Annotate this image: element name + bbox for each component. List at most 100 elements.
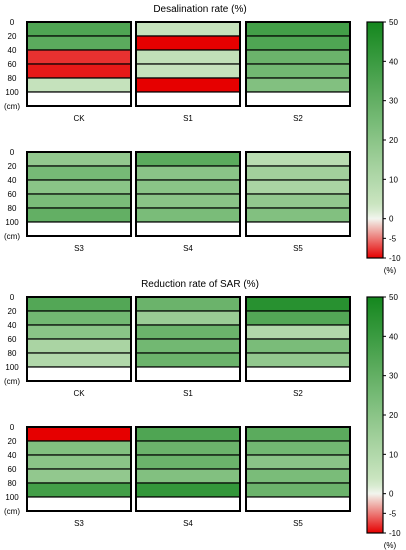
heatmap-cell bbox=[26, 77, 132, 93]
panel-label: S3 bbox=[74, 244, 84, 253]
heatmap-cell bbox=[135, 296, 241, 312]
panel-label: S3 bbox=[74, 519, 84, 528]
panel-frame bbox=[245, 426, 351, 512]
heatmap-cell bbox=[245, 468, 351, 484]
heatmap-cell bbox=[135, 151, 241, 167]
heatmap-cell bbox=[26, 49, 132, 65]
heatmap-cell bbox=[245, 454, 351, 470]
heatmap-cell bbox=[135, 468, 241, 484]
heatmap-cell bbox=[26, 91, 132, 107]
panel-frame bbox=[245, 21, 351, 107]
panel-label: S2 bbox=[293, 114, 303, 123]
colorbar-tick-label: 30 bbox=[389, 372, 398, 381]
heatmap-cell bbox=[135, 193, 241, 209]
panel-frame bbox=[245, 151, 351, 237]
heatmap-cell bbox=[245, 207, 351, 223]
depth-tick-label: 40 bbox=[8, 46, 17, 55]
heatmap-cell bbox=[26, 221, 132, 237]
heatmap-cell bbox=[245, 496, 351, 512]
heatmap-cell bbox=[26, 324, 132, 340]
depth-tick-label: 0 bbox=[10, 18, 15, 27]
heatmap-cell bbox=[245, 366, 351, 382]
colorbar-tick-label: -5 bbox=[389, 509, 397, 518]
depth-tick-label: 20 bbox=[8, 162, 17, 171]
colorbar-tick-label: 0 bbox=[389, 215, 394, 224]
chart-title-sar: Reduction rate of SAR (%) bbox=[141, 279, 259, 290]
heatmap-cell bbox=[26, 482, 132, 498]
depth-tick-label: (cm) bbox=[4, 232, 20, 241]
heatmap-cell bbox=[26, 352, 132, 368]
panel-frame bbox=[135, 151, 241, 237]
heatmap-cell bbox=[26, 496, 132, 512]
depth-tick-label: 0 bbox=[10, 148, 15, 157]
panel-label: S2 bbox=[293, 389, 303, 398]
depth-tick-label: 0 bbox=[10, 423, 15, 432]
panel-label: S4 bbox=[183, 519, 193, 528]
depth-tick-label: 100 bbox=[5, 218, 19, 227]
heatmap-cell bbox=[26, 35, 132, 51]
chart-title-desalination: Desalination rate (%) bbox=[153, 4, 246, 15]
panel-frame bbox=[135, 296, 241, 382]
depth-tick-label: 100 bbox=[5, 363, 19, 372]
colorbar-unit: (%) bbox=[384, 266, 397, 275]
heatmap-cell bbox=[135, 207, 241, 223]
heatmap-cell bbox=[135, 426, 241, 442]
heatmap-cell bbox=[245, 482, 351, 498]
heatmap-cell bbox=[26, 454, 132, 470]
panel-label: S5 bbox=[293, 519, 303, 528]
panel-frame bbox=[26, 151, 132, 237]
colorbar-tick-label: 40 bbox=[389, 332, 398, 341]
heatmap-cell bbox=[135, 91, 241, 107]
heatmap-cell bbox=[26, 207, 132, 223]
panel-frame bbox=[135, 426, 241, 512]
colorbar-tick-label: 50 bbox=[389, 293, 398, 302]
depth-tick-label: 80 bbox=[8, 74, 17, 83]
depth-tick-label: 20 bbox=[8, 437, 17, 446]
heatmap-cell bbox=[135, 366, 241, 382]
heatmap-cell bbox=[245, 49, 351, 65]
heatmap-cell bbox=[26, 338, 132, 354]
colorbar-tick-label: -10 bbox=[389, 254, 401, 263]
panel-label: S1 bbox=[183, 114, 193, 123]
heatmap-cell bbox=[245, 352, 351, 368]
heatmap-cell bbox=[135, 179, 241, 195]
depth-tick-label: 0 bbox=[10, 293, 15, 302]
depth-tick-label: 20 bbox=[8, 32, 17, 41]
colorbar-tick-label: 20 bbox=[389, 411, 398, 420]
heatmap-cell bbox=[135, 310, 241, 326]
heatmap-cell bbox=[26, 21, 132, 37]
heatmap-cell bbox=[135, 440, 241, 456]
heatmap-cell bbox=[135, 221, 241, 237]
depth-tick-label: 80 bbox=[8, 479, 17, 488]
panel-label: CK bbox=[73, 114, 85, 123]
heatmap-cell bbox=[245, 151, 351, 167]
heatmap-cell bbox=[135, 35, 241, 51]
heatmap-cell bbox=[135, 165, 241, 181]
colorbar-tick-label: 10 bbox=[389, 450, 398, 459]
heatmap-cell bbox=[135, 324, 241, 340]
heatmap-cell bbox=[26, 63, 132, 79]
heatmap-cell bbox=[245, 77, 351, 93]
heatmap-cell bbox=[135, 352, 241, 368]
heatmap-cell bbox=[135, 454, 241, 470]
heatmap-cell bbox=[245, 221, 351, 237]
depth-tick-label: 20 bbox=[8, 307, 17, 316]
colorbar-tick-label: 30 bbox=[389, 97, 398, 106]
depth-tick-label: 60 bbox=[8, 190, 17, 199]
panel-label: CK bbox=[73, 389, 85, 398]
heatmap-cell bbox=[26, 310, 132, 326]
depth-tick-label: 40 bbox=[8, 321, 17, 330]
heatmap-cell bbox=[245, 310, 351, 326]
heatmap-cell bbox=[135, 496, 241, 512]
heatmap-cell bbox=[245, 296, 351, 312]
colorbar-unit: (%) bbox=[384, 541, 397, 550]
heatmap-cell bbox=[245, 193, 351, 209]
heatmap-cell bbox=[245, 35, 351, 51]
depth-tick-label: 60 bbox=[8, 60, 17, 69]
heatmap-cell bbox=[135, 21, 241, 37]
depth-tick-label: 40 bbox=[8, 451, 17, 460]
heatmap-cell bbox=[135, 63, 241, 79]
depth-tick-label: 40 bbox=[8, 176, 17, 185]
panel-frame bbox=[26, 21, 132, 107]
